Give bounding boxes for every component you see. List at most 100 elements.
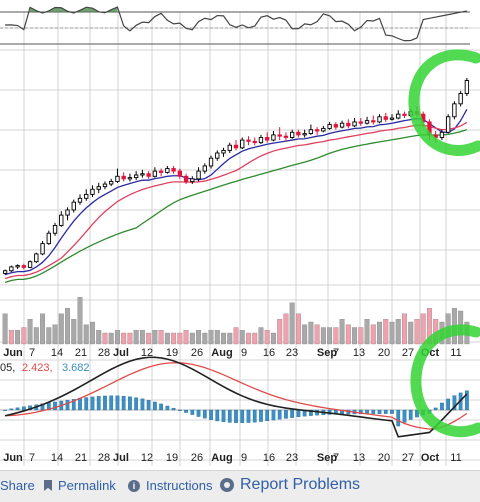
- x-tick-label-0-14: 7: [333, 347, 339, 359]
- x-tick-label-0-1: 7: [29, 347, 35, 359]
- volume-bar-3: [21, 327, 27, 345]
- macd-hist-bar-61: [383, 409, 388, 414]
- volume-bar-9: [58, 313, 64, 345]
- candle-body-22: [140, 173, 145, 176]
- candle-body-34: [215, 152, 220, 159]
- candle-body-45: [283, 135, 289, 138]
- macd-hist-bar-20: [128, 396, 132, 411]
- volume-bar-58: [364, 319, 370, 345]
- x-tick-label-0-15: 13: [353, 347, 365, 359]
- instructions-button[interactable]: i Instructions: [128, 478, 212, 493]
- x-tick-label-0-13: Sep: [317, 347, 337, 359]
- volume-bar-61: [383, 319, 389, 345]
- candle-body-32: [202, 165, 207, 172]
- candle-body-16: [102, 183, 108, 188]
- volume-bar-53: [333, 327, 339, 345]
- permalink-button[interactable]: Permalink: [44, 478, 116, 493]
- macd-hist-bar-42: [265, 409, 270, 422]
- candle-body-57: [358, 121, 363, 124]
- candle-body-24: [152, 170, 158, 177]
- candle-body-58: [364, 120, 370, 124]
- volume-bar-2: [15, 330, 21, 345]
- candle-body-38: [240, 139, 245, 149]
- x-tick-label-1-7: 19: [166, 452, 178, 464]
- x-tick-label-0-7: 19: [166, 347, 178, 359]
- candle-body-41: [258, 137, 264, 144]
- macd-hist-bar-30: [190, 409, 195, 415]
- x-tick-label-1-11: 16: [263, 452, 275, 464]
- macd-hist-bar-10: [65, 399, 70, 411]
- volume-bar-34: [214, 330, 220, 345]
- candle-body-53: [333, 124, 339, 128]
- macd-hist-bar-29: [184, 409, 188, 413]
- candle-body-70: [439, 131, 445, 138]
- volume-bar-35: [221, 332, 226, 345]
- macd-hist-bar-38: [240, 409, 245, 423]
- macd-hist-bar-63: [396, 409, 401, 427]
- candle-body-5: [34, 253, 39, 263]
- candle-body-3: [21, 265, 27, 268]
- candle-body-47: [296, 131, 301, 136]
- report-problems-button[interactable]: Report Problems: [220, 476, 360, 494]
- x-tick-label-0-16: 20: [378, 347, 390, 359]
- x-tick-label-0-19: 11: [450, 347, 461, 359]
- macd-hist-bar-72: [452, 395, 457, 411]
- bookmark-icon: [44, 480, 52, 491]
- info-icon: i: [128, 479, 140, 492]
- macd-hist-bar-28: [177, 409, 182, 411]
- x-tick-label-0-5: Jul: [113, 347, 129, 359]
- instructions-label: Instructions: [146, 478, 213, 493]
- volume-bar-49: [308, 321, 314, 345]
- volume-bar-30: [189, 332, 195, 345]
- volume-bar-33: [208, 330, 214, 345]
- candle-body-19: [121, 175, 126, 180]
- macd-hist-bar-3: [21, 406, 26, 411]
- volume-bar-63: [395, 319, 401, 345]
- macd-legend: 05, 2.423, 3.682: [0, 362, 90, 374]
- candle-body-33: [208, 157, 214, 167]
- macd-hist-bar-36: [227, 409, 232, 423]
- volume-bar-57: [358, 327, 364, 345]
- x-tick-label-0-2: 14: [51, 347, 63, 359]
- candle-body-30: [190, 178, 195, 182]
- candle-body-9: [59, 214, 64, 226]
- macd-hist-bar-71: [446, 398, 451, 411]
- x-tick-label-1-12: 23: [286, 452, 298, 464]
- macd-hist-bar-45: [284, 409, 288, 419]
- gear-icon: [220, 478, 234, 492]
- volume-bar-28: [177, 332, 183, 345]
- volume-bar-48: [302, 324, 308, 345]
- x-tick-label-1-0: Jun: [3, 452, 23, 464]
- macd-hist-bar-25: [159, 403, 163, 411]
- macd-hist-bar-37: [234, 409, 238, 423]
- candle-body-42: [265, 137, 270, 141]
- ma-short-line: [4, 108, 468, 276]
- macd-hist-bar-15: [96, 396, 101, 411]
- candle-body-23: [146, 173, 151, 177]
- macd-hist-bar-14: [90, 396, 95, 411]
- macd-hist-bar-32: [202, 409, 207, 419]
- volume-bar-22: [139, 330, 145, 345]
- volume-bar-13: [83, 324, 89, 345]
- candle-body-6: [40, 243, 45, 255]
- macd-hist-bar-59: [371, 409, 376, 415]
- volume-bar-43: [270, 332, 276, 345]
- candle-body-60: [377, 116, 382, 123]
- volume-bar-5: [33, 327, 39, 345]
- candle-body-20: [127, 177, 133, 180]
- volume-bar-24: [152, 330, 158, 345]
- candlesticks: [2, 77, 470, 275]
- macd-hist-bar-1: [9, 408, 14, 411]
- x-tick-label-1-9: Aug: [211, 452, 232, 464]
- volume-bar-51: [320, 327, 326, 345]
- share-button[interactable]: Share: [0, 478, 35, 493]
- candle-body-49: [308, 129, 314, 135]
- volume-bar-29: [183, 330, 189, 345]
- candle-body-55: [346, 122, 351, 127]
- volume-bar-20: [127, 332, 133, 345]
- candle-body-8: [52, 225, 58, 234]
- candle-body-44: [277, 134, 282, 137]
- volume-bar-23: [146, 332, 152, 345]
- candle-body-50: [314, 129, 320, 132]
